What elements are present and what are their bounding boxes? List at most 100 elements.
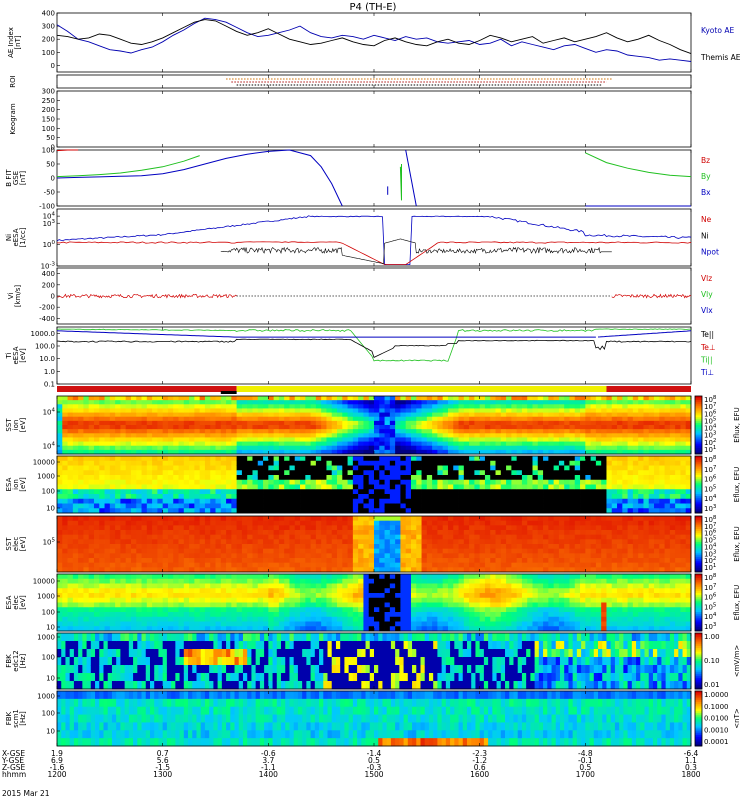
- spectrogram-cell: [316, 470, 322, 475]
- colorbar-label: Eflux, EFU: [733, 467, 741, 502]
- spectrogram-cell: [157, 417, 163, 422]
- spectrogram-cell: [432, 489, 438, 494]
- spectrogram-cell: [216, 558, 222, 563]
- spectrogram-cell: [237, 563, 243, 568]
- spectrogram-cell: [501, 466, 507, 471]
- spectrogram-cell: [163, 461, 169, 466]
- spectrogram-cell: [94, 521, 100, 526]
- spectrogram-cell: [83, 563, 89, 568]
- spectrogram-cell: [538, 433, 544, 438]
- spectrogram-cell: [120, 433, 126, 438]
- spectrogram-cell: [73, 475, 79, 480]
- spectrogram-cell: [633, 413, 639, 418]
- spectrogram-cell: [311, 446, 317, 451]
- spectrogram-cell: [437, 485, 443, 490]
- spectrogram-cell: [548, 485, 554, 490]
- spectrogram-cell: [216, 429, 222, 434]
- spectrogram-cell: [163, 408, 169, 413]
- spectrogram-cell: [564, 489, 570, 494]
- spectrogram-cell: [575, 521, 581, 526]
- spectrogram-cell: [110, 417, 116, 422]
- spectrogram-cell: [638, 466, 644, 471]
- spectrogram-cell: [612, 485, 618, 490]
- spectrogram-cell: [274, 475, 280, 480]
- spectrogram-cell: [633, 563, 639, 568]
- spectrogram-cell: [173, 456, 179, 461]
- spectrogram-cell: [263, 413, 269, 418]
- spectrogram-cell: [427, 558, 433, 563]
- spectrogram-cell: [321, 544, 327, 549]
- spectrogram-cell: [110, 535, 116, 540]
- spectrogram-cell: [580, 437, 586, 442]
- spectrogram-cell: [406, 461, 412, 466]
- spectrogram-cell: [78, 535, 84, 540]
- spectrogram-cell: [316, 429, 322, 434]
- spectrogram-cell: [263, 442, 269, 447]
- spectrogram-cell: [173, 521, 179, 526]
- spectrogram-cell: [622, 417, 628, 422]
- spectrogram-cell: [242, 417, 248, 422]
- spectrogram-cell: [485, 544, 491, 549]
- spectrogram-cell: [99, 425, 105, 430]
- spectrogram-cell: [643, 530, 649, 535]
- spectrogram-cell: [205, 516, 211, 521]
- spectrogram-cell: [94, 499, 100, 504]
- spectrogram-cell: [385, 553, 391, 558]
- spectrogram-cell: [569, 549, 575, 554]
- spectrogram-cell: [585, 437, 591, 442]
- spectrogram-cell: [464, 544, 470, 549]
- spectrogram-cell: [105, 470, 111, 475]
- spectrogram-cell: [120, 549, 126, 554]
- spectrogram-cell: [480, 539, 486, 544]
- spectrogram-cell: [136, 516, 142, 521]
- spectrogram-cell: [168, 539, 174, 544]
- spectrogram-cell: [131, 470, 137, 475]
- spectrogram-cell: [337, 404, 343, 409]
- spectrogram-cell: [596, 499, 602, 504]
- spectrogram-cell: [490, 539, 496, 544]
- spectrogram-cell: [596, 553, 602, 558]
- spectrogram-cell: [617, 558, 623, 563]
- spectrogram-cell: [633, 535, 639, 540]
- spectrogram-cell: [485, 417, 491, 422]
- spectrogram-cell: [136, 485, 142, 490]
- spectrogram-cell: [126, 421, 132, 426]
- spectrogram-cell: [358, 396, 364, 401]
- spectrogram-cell: [337, 516, 343, 521]
- spectrogram-cell: [585, 553, 591, 558]
- spectrogram-cell: [189, 461, 195, 466]
- spectrogram-cell: [73, 549, 79, 554]
- spectrogram-cell: [337, 437, 343, 442]
- spectrogram-cell: [231, 404, 237, 409]
- spectrogram-cell: [517, 563, 523, 568]
- spectrogram-cell: [353, 530, 359, 535]
- spectrogram-cell: [326, 421, 332, 426]
- spectrogram-cell: [83, 558, 89, 563]
- mode-bar-fast: [606, 386, 691, 392]
- spectrogram-cell: [189, 525, 195, 530]
- spectrogram-cell: [400, 429, 406, 434]
- spectrogram-cell: [205, 558, 211, 563]
- spectrogram-cell: [216, 413, 222, 418]
- spectrogram-cell: [511, 475, 517, 480]
- spectrogram-cell: [506, 485, 512, 490]
- spectrogram-cell: [94, 417, 100, 422]
- spectrogram-cell: [226, 466, 232, 471]
- spectrogram-cell: [680, 485, 686, 490]
- spectrogram-cell: [136, 442, 142, 447]
- spectrogram-cell: [395, 494, 401, 499]
- series-line-ne: [57, 242, 691, 265]
- spectrogram-cell: [57, 470, 63, 475]
- spectrogram-cell: [511, 504, 517, 509]
- spectrogram-cell: [152, 499, 158, 504]
- spectrogram-cell: [279, 539, 285, 544]
- spectrogram-cell: [205, 466, 211, 471]
- spectrogram-cell: [115, 535, 121, 540]
- spectrogram-cell: [284, 521, 290, 526]
- spectrogram-cell: [353, 544, 359, 549]
- spectrogram-cell: [110, 504, 116, 509]
- spectrogram-cell: [83, 525, 89, 530]
- spectrogram-cell: [83, 404, 89, 409]
- spectrogram-cell: [295, 485, 301, 490]
- spectrogram-cell: [606, 494, 612, 499]
